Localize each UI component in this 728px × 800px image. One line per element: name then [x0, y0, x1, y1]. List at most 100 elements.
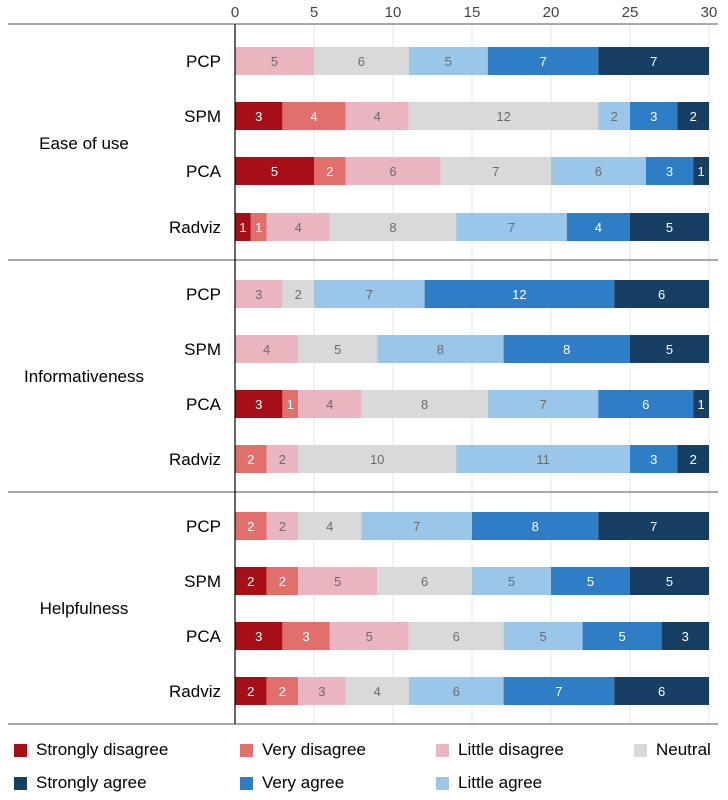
- bar-segment: [487, 390, 599, 418]
- bar-segment: [235, 390, 283, 418]
- row-label: PCA: [186, 162, 222, 181]
- bar-segment: [266, 677, 299, 705]
- bar-value-label: 2: [247, 519, 254, 534]
- legend-item-very-disagree: Very disagree: [240, 740, 366, 760]
- bar-value-label: 4: [595, 220, 602, 235]
- bar-segment: [630, 567, 709, 595]
- x-tick-label: 20: [543, 4, 560, 21]
- row-label: PCA: [186, 395, 222, 414]
- legend-swatch: [634, 743, 647, 757]
- bar-value-label: 8: [563, 342, 570, 357]
- row-label: Radviz: [169, 218, 221, 237]
- row-label: SPM: [184, 572, 221, 591]
- bar-value-label: 5: [666, 574, 673, 589]
- bar-value-label: 7: [413, 519, 420, 534]
- bar-segment: [487, 47, 599, 75]
- bar-value-label: 2: [326, 164, 333, 179]
- bar-segment: [282, 390, 299, 418]
- group-label: Ease of use: [39, 134, 129, 153]
- bar-segment: [235, 567, 267, 595]
- bar-segment: [472, 512, 599, 540]
- bar-segment: [661, 622, 709, 650]
- legend-item-neutral: Neutral: [634, 740, 711, 760]
- bar-segment: [693, 390, 709, 418]
- legend-label: Very agree: [262, 773, 345, 792]
- row-label: SPM: [184, 340, 221, 359]
- bar-segment: [282, 622, 330, 650]
- bar-value-label: 4: [374, 684, 381, 699]
- bar-value-label: 5: [618, 629, 625, 644]
- x-tick-label: 30: [701, 4, 718, 21]
- bar-value-label: 4: [295, 220, 302, 235]
- bar-segment: [298, 445, 457, 473]
- legend-swatch: [240, 743, 253, 757]
- bar-value-label: 6: [389, 164, 396, 179]
- bar-segment: [345, 157, 441, 185]
- bar-value-label: 7: [650, 519, 657, 534]
- legend-swatch: [436, 776, 449, 790]
- bar-value-label: 3: [302, 629, 309, 644]
- legend-label: Little agree: [458, 773, 543, 792]
- bar-segment: [566, 213, 630, 241]
- bar-segment: [298, 567, 378, 595]
- bar-segment: [377, 567, 472, 595]
- bar-value-label: 2: [279, 519, 286, 534]
- row-label: PCA: [186, 627, 222, 646]
- bar-segment: [266, 445, 299, 473]
- bar-segment: [551, 157, 646, 185]
- bar-value-label: 3: [255, 109, 262, 124]
- bar-value-label: 8: [532, 519, 539, 534]
- bar-segment: [630, 102, 678, 130]
- legend-swatch: [240, 776, 253, 790]
- bar-value-label: 7: [366, 287, 373, 302]
- bar-segment: [551, 567, 630, 595]
- bar-value-label: 5: [271, 54, 278, 69]
- bar-value-label: 6: [642, 397, 649, 412]
- bar-segment: [298, 677, 346, 705]
- bar-value-label: 1: [697, 164, 704, 179]
- bar-segment: [361, 512, 472, 540]
- bar-value-label: 3: [255, 629, 262, 644]
- legend-item-little-agree: Little agree: [436, 773, 542, 793]
- x-tick-label: 5: [310, 4, 318, 21]
- bar-value-label: 6: [658, 684, 665, 699]
- bar-value-label: 2: [295, 287, 302, 302]
- bar-segment: [582, 622, 662, 650]
- bar-segment: [314, 47, 409, 75]
- bar-value-label: 3: [255, 287, 262, 302]
- legend-label: Very disagree: [262, 740, 366, 759]
- bar-segment: [235, 280, 283, 308]
- legend-item-little-disagree: Little disagree: [436, 740, 564, 760]
- bar-segment: [440, 157, 551, 185]
- bar-segment: [424, 280, 615, 308]
- bar-segment: [361, 390, 488, 418]
- bar-segment: [329, 213, 457, 241]
- bar-value-label: 4: [374, 109, 381, 124]
- bar-segment: [630, 213, 709, 241]
- bar-value-label: 7: [508, 220, 515, 235]
- bar-value-label: 6: [358, 54, 365, 69]
- bar-segment: [282, 102, 346, 130]
- bar-value-label: 2: [247, 452, 254, 467]
- bar-segment: [408, 102, 599, 130]
- bar-value-label: 3: [650, 452, 657, 467]
- legend-label: Strongly agree: [36, 773, 147, 792]
- row-label: Radviz: [169, 450, 221, 469]
- bar-segment: [598, 390, 694, 418]
- bar-segment: [630, 445, 678, 473]
- legend-item-strongly-agree: Strongly agree: [14, 773, 147, 793]
- legend-item-strongly-disagree: Strongly disagree: [14, 740, 168, 760]
- bar-value-label: 6: [453, 684, 460, 699]
- bar-value-label: 1: [255, 220, 262, 235]
- bar-segment: [235, 445, 267, 473]
- bar-value-label: 6: [658, 287, 665, 302]
- bar-segment: [345, 102, 409, 130]
- x-tick-label: 10: [385, 4, 402, 21]
- bar-value-label: 4: [326, 519, 333, 534]
- bar-segment: [235, 677, 267, 705]
- bar-value-label: 2: [611, 109, 618, 124]
- bar-value-label: 7: [492, 164, 499, 179]
- bar-value-label: 5: [271, 164, 278, 179]
- bar-value-label: 7: [650, 54, 657, 69]
